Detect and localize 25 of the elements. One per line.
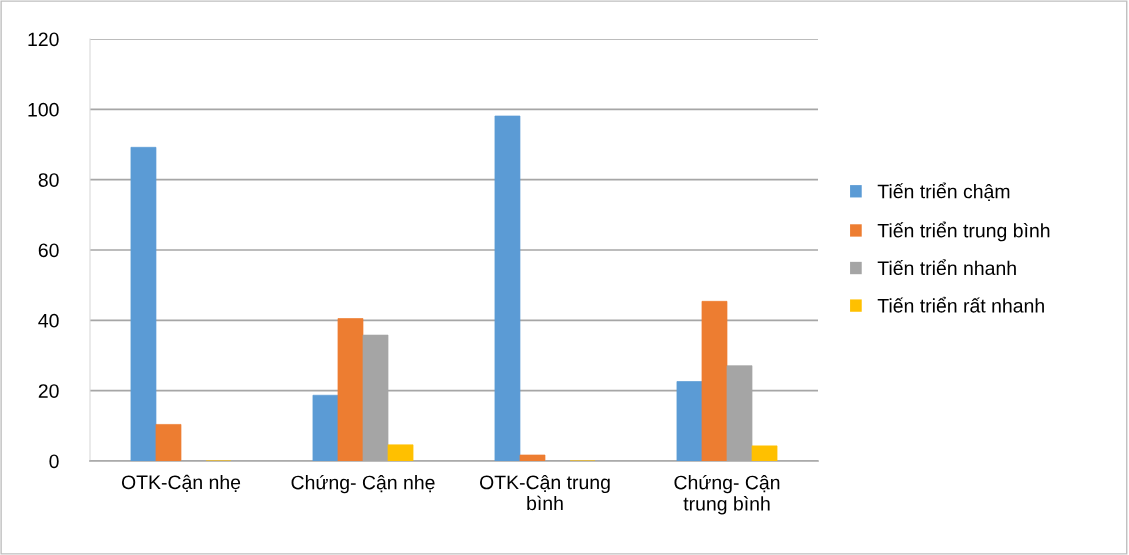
legend-label: Tiến triển chậm	[877, 182, 1010, 202]
y-tick-label: 120	[28, 32, 59, 47]
y-tick-label: 80	[38, 173, 59, 187]
x-tick-label: OTK-Cận nhẹ	[121, 474, 241, 492]
x-tick-label: OTK-Cận trung bình	[480, 474, 610, 511]
y-tick-label: 20	[38, 384, 59, 398]
y-tick-label: 40	[38, 313, 59, 328]
bar	[676, 381, 703, 461]
legend-label: Tiến triển trung bình	[877, 221, 1050, 242]
legend-label: Tiến triển nhanh	[877, 259, 1016, 276]
legend-label: Tiến triển rất nhanh	[877, 296, 1044, 313]
bar	[519, 454, 546, 461]
y-tick-label: 100	[28, 102, 59, 117]
bar	[701, 300, 728, 461]
bar	[130, 146, 157, 461]
x-tick-label: Chứng- Cận nhẹ	[291, 474, 435, 494]
bar	[337, 318, 364, 461]
bar	[155, 424, 182, 461]
bar	[751, 445, 778, 461]
y-tick-label: 60	[38, 243, 59, 258]
bar	[494, 115, 521, 461]
x-tick-label: Chứng- Cận trung bình	[674, 474, 780, 515]
y-tick-label: 0	[49, 454, 59, 469]
bar	[312, 394, 339, 461]
bar	[387, 444, 414, 461]
